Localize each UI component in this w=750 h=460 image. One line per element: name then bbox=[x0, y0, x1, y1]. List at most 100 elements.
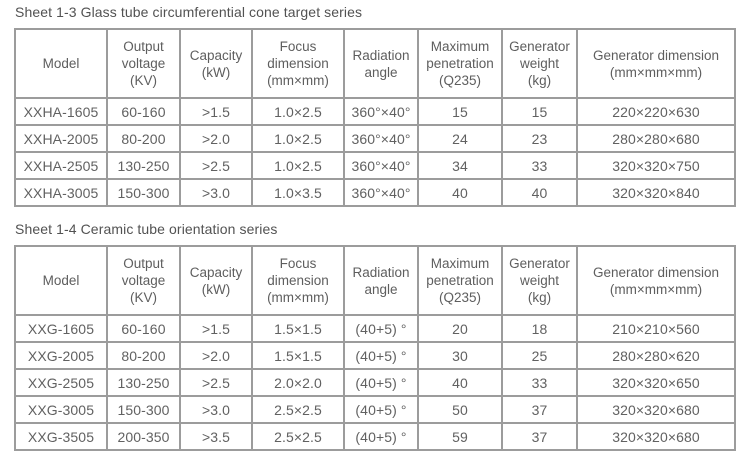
table-cell: XXG-2505 bbox=[14, 368, 108, 397]
table-cell: >1.5 bbox=[179, 97, 253, 126]
table-cell: 1.0×2.5 bbox=[251, 151, 345, 180]
table-cell: 80-200 bbox=[106, 124, 181, 153]
table-cell: 2.5×2.5 bbox=[251, 395, 345, 424]
table-cell: 15 bbox=[417, 97, 503, 126]
table-cell: (40+5) ° bbox=[343, 314, 419, 343]
column-header-focus-dimension: Focus dimension (mm×mm) bbox=[251, 28, 345, 99]
column-header-generator-weight: Generator weight (kg) bbox=[501, 245, 578, 316]
table-cell: 1.5×1.5 bbox=[251, 314, 345, 343]
table-cell: 1.0×2.5 bbox=[251, 124, 345, 153]
table-cell: 40 bbox=[501, 178, 578, 207]
table-row: XXHA-2505 130-250 >2.5 1.0×2.5 360°×40° … bbox=[14, 151, 736, 180]
table-row: XXHA-3005 150-300 >3.0 1.0×3.5 360°×40° … bbox=[14, 178, 736, 207]
table-row: XXG-3005 150-300 >3.0 2.5×2.5 (40+5) ° 5… bbox=[14, 395, 736, 424]
table-row: XXHA-1605 60-160 >1.5 1.0×2.5 360°×40° 1… bbox=[14, 97, 736, 126]
column-header-generator-dimension: Generator dimension (mm×mm×mm) bbox=[576, 28, 736, 99]
ceramic-tube-spec-table: Model Output voltage (KV) Capacity (kW) … bbox=[14, 245, 736, 451]
table-row: XXG-2005 80-200 >2.0 1.5×1.5 (40+5) ° 30… bbox=[14, 341, 736, 370]
table-cell: 360°×40° bbox=[343, 97, 419, 126]
table-cell: >2.5 bbox=[179, 151, 253, 180]
table-cell: 320×320×680 bbox=[576, 422, 736, 451]
column-header-model: Model bbox=[14, 245, 108, 316]
table-cell: >3.5 bbox=[179, 422, 253, 451]
table-cell: 280×280×680 bbox=[576, 124, 736, 153]
table-cell: >3.0 bbox=[179, 395, 253, 424]
table-row: XXG-2505 130-250 >2.5 2.0×2.0 (40+5) ° 4… bbox=[14, 368, 736, 397]
table-cell: 130-250 bbox=[106, 151, 181, 180]
column-header-radiation-angle: Radiation angle bbox=[343, 28, 419, 99]
table-cell: 210×210×560 bbox=[576, 314, 736, 343]
table-cell: XXG-2005 bbox=[14, 341, 108, 370]
column-header-capacity: Capacity (kW) bbox=[179, 245, 253, 316]
table-cell: 24 bbox=[417, 124, 503, 153]
table-cell: 1.5×1.5 bbox=[251, 341, 345, 370]
table-cell: 60-160 bbox=[106, 97, 181, 126]
column-header-generator-dimension: Generator dimension (mm×mm×mm) bbox=[576, 245, 736, 316]
column-header-model: Model bbox=[14, 28, 108, 99]
header-row: Model Output voltage (KV) Capacity (kW) … bbox=[14, 245, 736, 316]
table-cell: >3.0 bbox=[179, 178, 253, 207]
table-cell: >1.5 bbox=[179, 314, 253, 343]
table-cell: 320×320×680 bbox=[576, 395, 736, 424]
table-cell: 1.0×3.5 bbox=[251, 178, 345, 207]
table-cell: 33 bbox=[501, 151, 578, 180]
table-cell: 20 bbox=[417, 314, 503, 343]
table-cell: >2.0 bbox=[179, 341, 253, 370]
table-cell: 280×280×620 bbox=[576, 341, 736, 370]
table-cell: XXG-1605 bbox=[14, 314, 108, 343]
column-header-output-voltage: Output voltage (KV) bbox=[106, 28, 181, 99]
table-cell: XXHA-3005 bbox=[14, 178, 108, 207]
table-cell: 34 bbox=[417, 151, 503, 180]
table-row: XXHA-2005 80-200 >2.0 1.0×2.5 360°×40° 2… bbox=[14, 124, 736, 153]
table-cell: (40+5) ° bbox=[343, 422, 419, 451]
table-cell: >2.0 bbox=[179, 124, 253, 153]
table-row: XXG-1605 60-160 >1.5 1.5×1.5 (40+5) ° 20… bbox=[14, 314, 736, 343]
table-cell: >2.5 bbox=[179, 368, 253, 397]
glass-tube-spec-table: Model Output voltage (KV) Capacity (kW) … bbox=[14, 28, 736, 207]
table-cell: 200-350 bbox=[106, 422, 181, 451]
table-cell: 1.0×2.5 bbox=[251, 97, 345, 126]
table-cell: (40+5) ° bbox=[343, 395, 419, 424]
sheet-1-3-title: Sheet 1-3 Glass tube circumferential con… bbox=[15, 4, 363, 20]
table-cell: 150-300 bbox=[106, 178, 181, 207]
table-cell: 320×320×750 bbox=[576, 151, 736, 180]
table-cell: 50 bbox=[417, 395, 503, 424]
table-cell: 40 bbox=[417, 368, 503, 397]
column-header-focus-dimension: Focus dimension (mm×mm) bbox=[251, 245, 345, 316]
table-cell: 15 bbox=[501, 97, 578, 126]
table-cell: 2.5×2.5 bbox=[251, 422, 345, 451]
column-header-output-voltage: Output voltage (KV) bbox=[106, 245, 181, 316]
table-cell: 360°×40° bbox=[343, 124, 419, 153]
table-cell: 40 bbox=[417, 178, 503, 207]
column-header-radiation-angle: Radiation angle bbox=[343, 245, 419, 316]
table-cell: 80-200 bbox=[106, 341, 181, 370]
table-cell: 33 bbox=[501, 368, 578, 397]
sheet-1-4-title: Sheet 1-4 Ceramic tube orientation serie… bbox=[15, 221, 278, 237]
column-header-capacity: Capacity (kW) bbox=[179, 28, 253, 99]
table-cell: XXHA-1605 bbox=[14, 97, 108, 126]
column-header-maximum-penetration: Maximum penetration (Q235) bbox=[417, 28, 503, 99]
table-cell: 18 bbox=[501, 314, 578, 343]
table-cell: 360°×40° bbox=[343, 151, 419, 180]
table-cell: 37 bbox=[501, 395, 578, 424]
table-cell: 30 bbox=[417, 341, 503, 370]
table-cell: 150-300 bbox=[106, 395, 181, 424]
column-header-generator-weight: Generator weight (kg) bbox=[501, 28, 578, 99]
table-cell: 360°×40° bbox=[343, 178, 419, 207]
table-cell: 37 bbox=[501, 422, 578, 451]
table-cell: 25 bbox=[501, 341, 578, 370]
column-header-maximum-penetration: Maximum penetration (Q235) bbox=[417, 245, 503, 316]
header-row: Model Output voltage (KV) Capacity (kW) … bbox=[14, 28, 736, 99]
table-cell: 220×220×630 bbox=[576, 97, 736, 126]
table-cell: XXHA-2005 bbox=[14, 124, 108, 153]
table-cell: 60-160 bbox=[106, 314, 181, 343]
table-row: XXG-3505 200-350 >3.5 2.5×2.5 (40+5) ° 5… bbox=[14, 422, 736, 451]
table-cell: XXG-3505 bbox=[14, 422, 108, 451]
table-cell: (40+5) ° bbox=[343, 368, 419, 397]
table-cell: (40+5) ° bbox=[343, 341, 419, 370]
table-cell: 23 bbox=[501, 124, 578, 153]
table-cell: 130-250 bbox=[106, 368, 181, 397]
table-cell: 320×320×840 bbox=[576, 178, 736, 207]
table-cell: 2.0×2.0 bbox=[251, 368, 345, 397]
